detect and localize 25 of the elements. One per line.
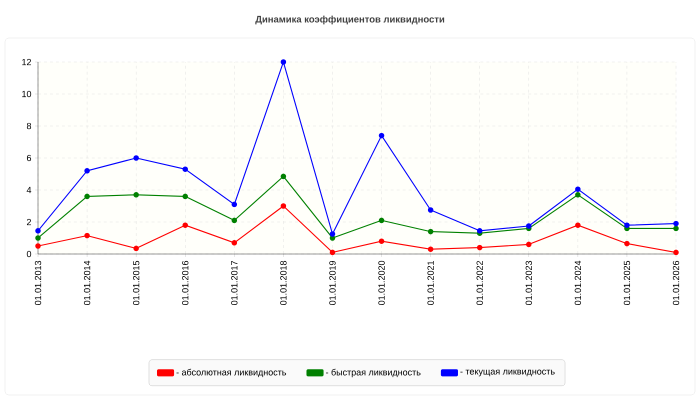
x-tick-label: 01.01.2024 <box>574 260 582 306</box>
x-tick-label: 01.01.2020 <box>378 260 385 306</box>
legend-label: - быстрая ликвидность <box>326 368 421 378</box>
y-tick-label: 0 <box>26 250 32 258</box>
x-tick-label: 01.01.2013 <box>34 260 42 306</box>
x-tick-label: 01.01.2016 <box>182 260 188 306</box>
x-tick-label: 01.01.2026 <box>672 260 680 306</box>
y-tick-label: 12 <box>22 58 32 66</box>
legend-label: - текущая ликвидность <box>460 370 555 376</box>
x-tick-label: 01.01.2018 <box>280 260 287 306</box>
x-tick-label: 01.01.2022 <box>476 260 483 306</box>
x-tick-label: 01.01.2015 <box>132 260 140 306</box>
x-tick-label: 01.01.2014 <box>84 260 90 306</box>
y-tick-label: 6 <box>26 154 32 162</box>
x-tick-label: 01.01.2023 <box>526 260 532 306</box>
x-tick-label: 01.01.2025 <box>624 260 630 306</box>
y-tick-label: 4 <box>26 186 32 194</box>
x-tick-label: 01.01.2019 <box>329 260 336 306</box>
chart-title: Динамика коэффициентов ликвидности <box>255 16 444 24</box>
legend-label: - абсолютная ликвидность <box>176 368 286 378</box>
y-tick-label: 8 <box>26 122 32 130</box>
x-tick-label: 01.01.2021 <box>427 260 434 306</box>
y-tick-label: 2 <box>26 218 32 226</box>
y-tick-label: 10 <box>22 90 32 98</box>
x-tick-label: 01.01.2017 <box>231 260 238 306</box>
